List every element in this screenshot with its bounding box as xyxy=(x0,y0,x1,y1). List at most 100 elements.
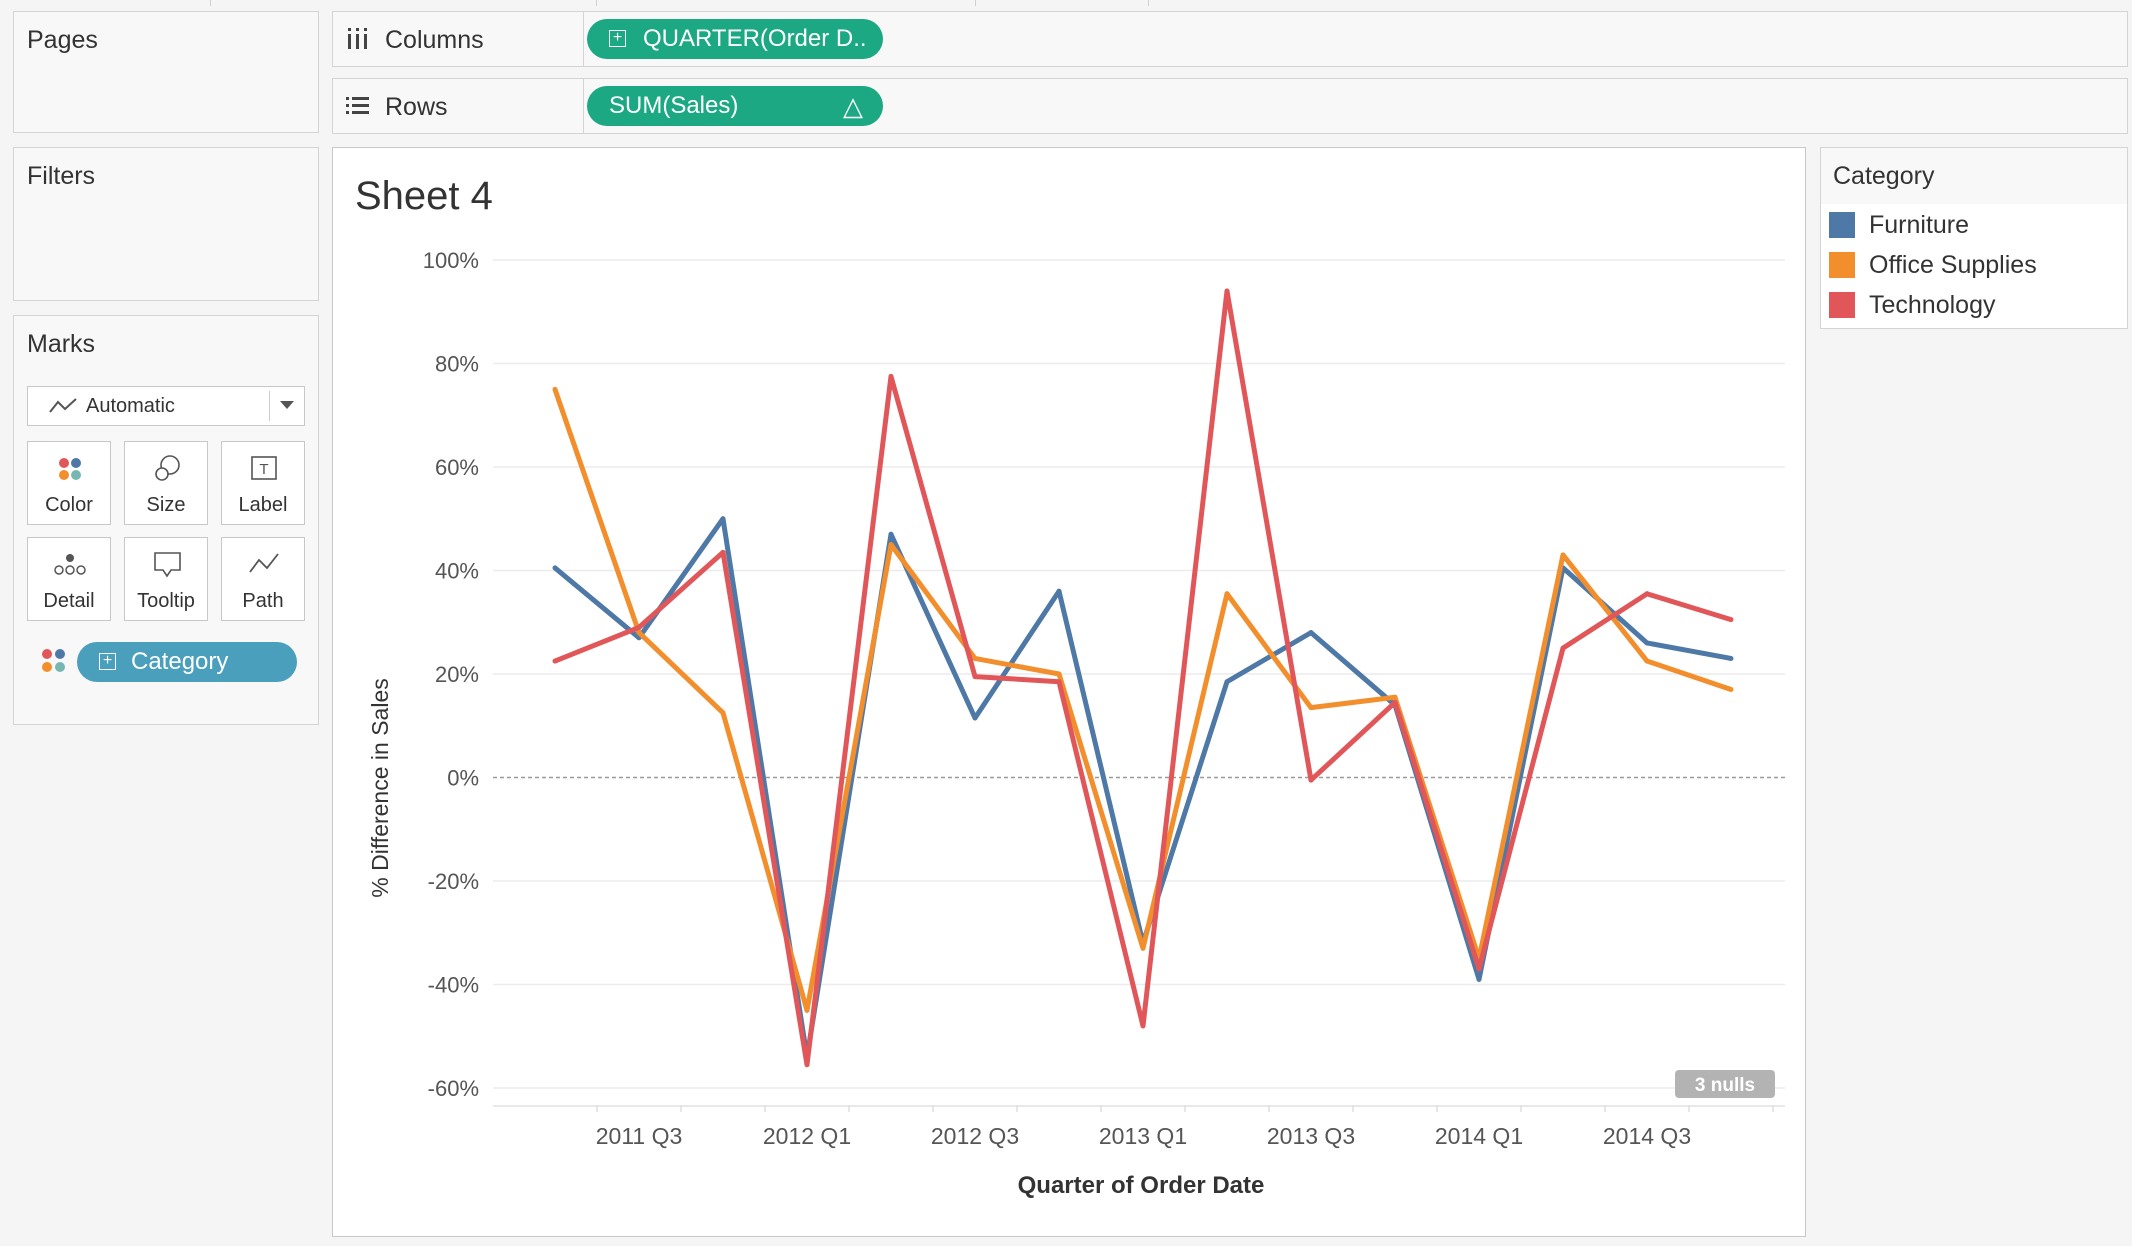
line-chart[interactable]: 100% 80% 60% 40% 20% 0% -20% -40% -60% 2011 Q3 20… xyxy=(333,148,1805,1236)
y-tick-label: -60% xyxy=(428,1076,479,1101)
columns-pill-label: QUARTER(Order D.. xyxy=(643,25,867,52)
x-tick-label: 2013 Q1 xyxy=(1099,1123,1187,1149)
data-point[interactable] xyxy=(888,531,894,537)
rows-pill-label: SUM(Sales) xyxy=(609,92,739,119)
data-point[interactable] xyxy=(888,542,894,548)
tooltip-icon xyxy=(154,552,181,578)
y-tick-label: 20% xyxy=(435,662,479,687)
data-point[interactable] xyxy=(1728,655,1734,661)
color-dots-icon xyxy=(59,458,81,480)
color-button[interactable]: Color xyxy=(27,441,111,525)
data-point[interactable] xyxy=(972,655,978,661)
columns-icon xyxy=(348,28,367,49)
x-tick-label: 2012 Q3 xyxy=(931,1123,1019,1149)
columns-shelf[interactable]: Columns + QUARTER(Order D.. xyxy=(332,11,2128,67)
chevron-down-icon xyxy=(280,401,294,409)
mark-type-dropdown[interactable]: Automatic xyxy=(27,386,305,426)
expand-plus-icon[interactable]: + xyxy=(99,653,116,670)
data-point[interactable] xyxy=(1308,705,1314,711)
rows-shelf[interactable]: Rows SUM(Sales) △ xyxy=(332,78,2128,134)
sheet-title: Sheet 4 xyxy=(355,174,493,218)
data-point[interactable] xyxy=(552,386,558,392)
data-point[interactable] xyxy=(1056,679,1062,685)
detail-button-label: Detail xyxy=(43,590,95,612)
rows-icon xyxy=(346,97,369,114)
color-encoding-icon xyxy=(42,649,65,672)
data-point[interactable] xyxy=(636,630,642,636)
y-tick-label: 60% xyxy=(435,455,479,480)
series-line-office-supplies[interactable] xyxy=(552,388,1732,1013)
category-legend: Category Furniture Office Supplies Techn… xyxy=(1820,147,2128,329)
rows-sum-sales-pill[interactable]: SUM(Sales) △ xyxy=(587,86,883,126)
y-tick-label: 0% xyxy=(447,766,479,791)
y-tick-label: 80% xyxy=(435,352,479,377)
data-point[interactable] xyxy=(552,565,558,571)
label-button[interactable]: T Label xyxy=(221,441,305,525)
x-tick-label: 2013 Q3 xyxy=(1267,1123,1355,1149)
svg-text:T: T xyxy=(259,461,268,478)
expand-plus-icon[interactable]: + xyxy=(609,30,626,47)
data-point[interactable] xyxy=(1728,617,1734,623)
marks-title: Marks xyxy=(27,330,96,358)
legend-swatch xyxy=(1829,252,1855,278)
y-axis-title: % Difference in Sales xyxy=(367,678,393,897)
data-point[interactable] xyxy=(720,549,726,555)
data-point[interactable] xyxy=(1560,552,1566,558)
data-point[interactable] xyxy=(1728,687,1734,693)
legend-item-label: Furniture xyxy=(1869,211,1970,239)
x-tick-label: 2011 Q3 xyxy=(596,1123,683,1149)
data-point[interactable] xyxy=(1140,1023,1146,1029)
data-point[interactable] xyxy=(1476,966,1482,972)
category-color-pill[interactable]: + Category xyxy=(77,642,297,682)
marks-panel: Marks Automatic Color Size T Label xyxy=(13,315,319,725)
data-point[interactable] xyxy=(888,373,894,379)
pages-panel[interactable]: Pages xyxy=(13,11,319,133)
data-point[interactable] xyxy=(1224,679,1230,685)
y-tick-label: 40% xyxy=(435,559,479,584)
columns-label: Columns xyxy=(385,26,484,54)
columns-quarter-pill[interactable]: + QUARTER(Order D.. xyxy=(587,19,883,59)
data-point[interactable] xyxy=(1056,671,1062,677)
line-mark-icon xyxy=(49,398,77,413)
size-icon xyxy=(155,455,180,481)
data-point[interactable] xyxy=(552,658,558,664)
data-point[interactable] xyxy=(636,624,642,630)
data-point[interactable] xyxy=(1644,591,1650,597)
detail-button[interactable]: Detail xyxy=(27,537,111,621)
data-point[interactable] xyxy=(1644,658,1650,664)
data-point[interactable] xyxy=(804,1062,810,1068)
data-point[interactable] xyxy=(1308,777,1314,783)
data-point[interactable] xyxy=(1644,640,1650,646)
filters-title: Filters xyxy=(27,162,96,190)
legend-item-label: Office Supplies xyxy=(1869,251,2037,279)
data-point[interactable] xyxy=(804,1007,810,1013)
data-point[interactable] xyxy=(1056,588,1062,594)
data-point[interactable] xyxy=(1392,699,1398,705)
legend-title: Category xyxy=(1833,162,1935,190)
tooltip-button[interactable]: Tooltip xyxy=(124,537,208,621)
data-point[interactable] xyxy=(1140,945,1146,951)
data-point[interactable] xyxy=(720,710,726,716)
data-point[interactable] xyxy=(972,674,978,680)
data-point[interactable] xyxy=(1476,976,1482,982)
path-line-icon xyxy=(249,553,279,573)
detail-dots-icon xyxy=(54,554,86,575)
data-point[interactable] xyxy=(1308,630,1314,636)
nulls-indicator[interactable] xyxy=(1675,1070,1775,1098)
size-button[interactable]: Size xyxy=(124,441,208,525)
x-tick-label: 2012 Q1 xyxy=(763,1123,851,1149)
path-button-label: Path xyxy=(242,590,284,612)
data-point[interactable] xyxy=(1224,591,1230,597)
data-point[interactable] xyxy=(972,715,978,721)
data-point[interactable] xyxy=(1560,645,1566,651)
data-point[interactable] xyxy=(1224,288,1230,294)
label-button-label: Label xyxy=(238,494,288,516)
data-point[interactable] xyxy=(720,516,726,522)
pages-title: Pages xyxy=(27,26,98,54)
rows-label: Rows xyxy=(385,93,448,121)
worksheet-view: Sheet 4 100% 80% 60% 40% 20% 0% -20% -40% -60% 2… xyxy=(332,147,1806,1237)
category-pill-label: Category xyxy=(131,648,229,675)
data-point[interactable] xyxy=(1392,694,1398,700)
path-button[interactable]: Path xyxy=(221,537,305,621)
filters-panel[interactable]: Filters xyxy=(13,147,319,301)
